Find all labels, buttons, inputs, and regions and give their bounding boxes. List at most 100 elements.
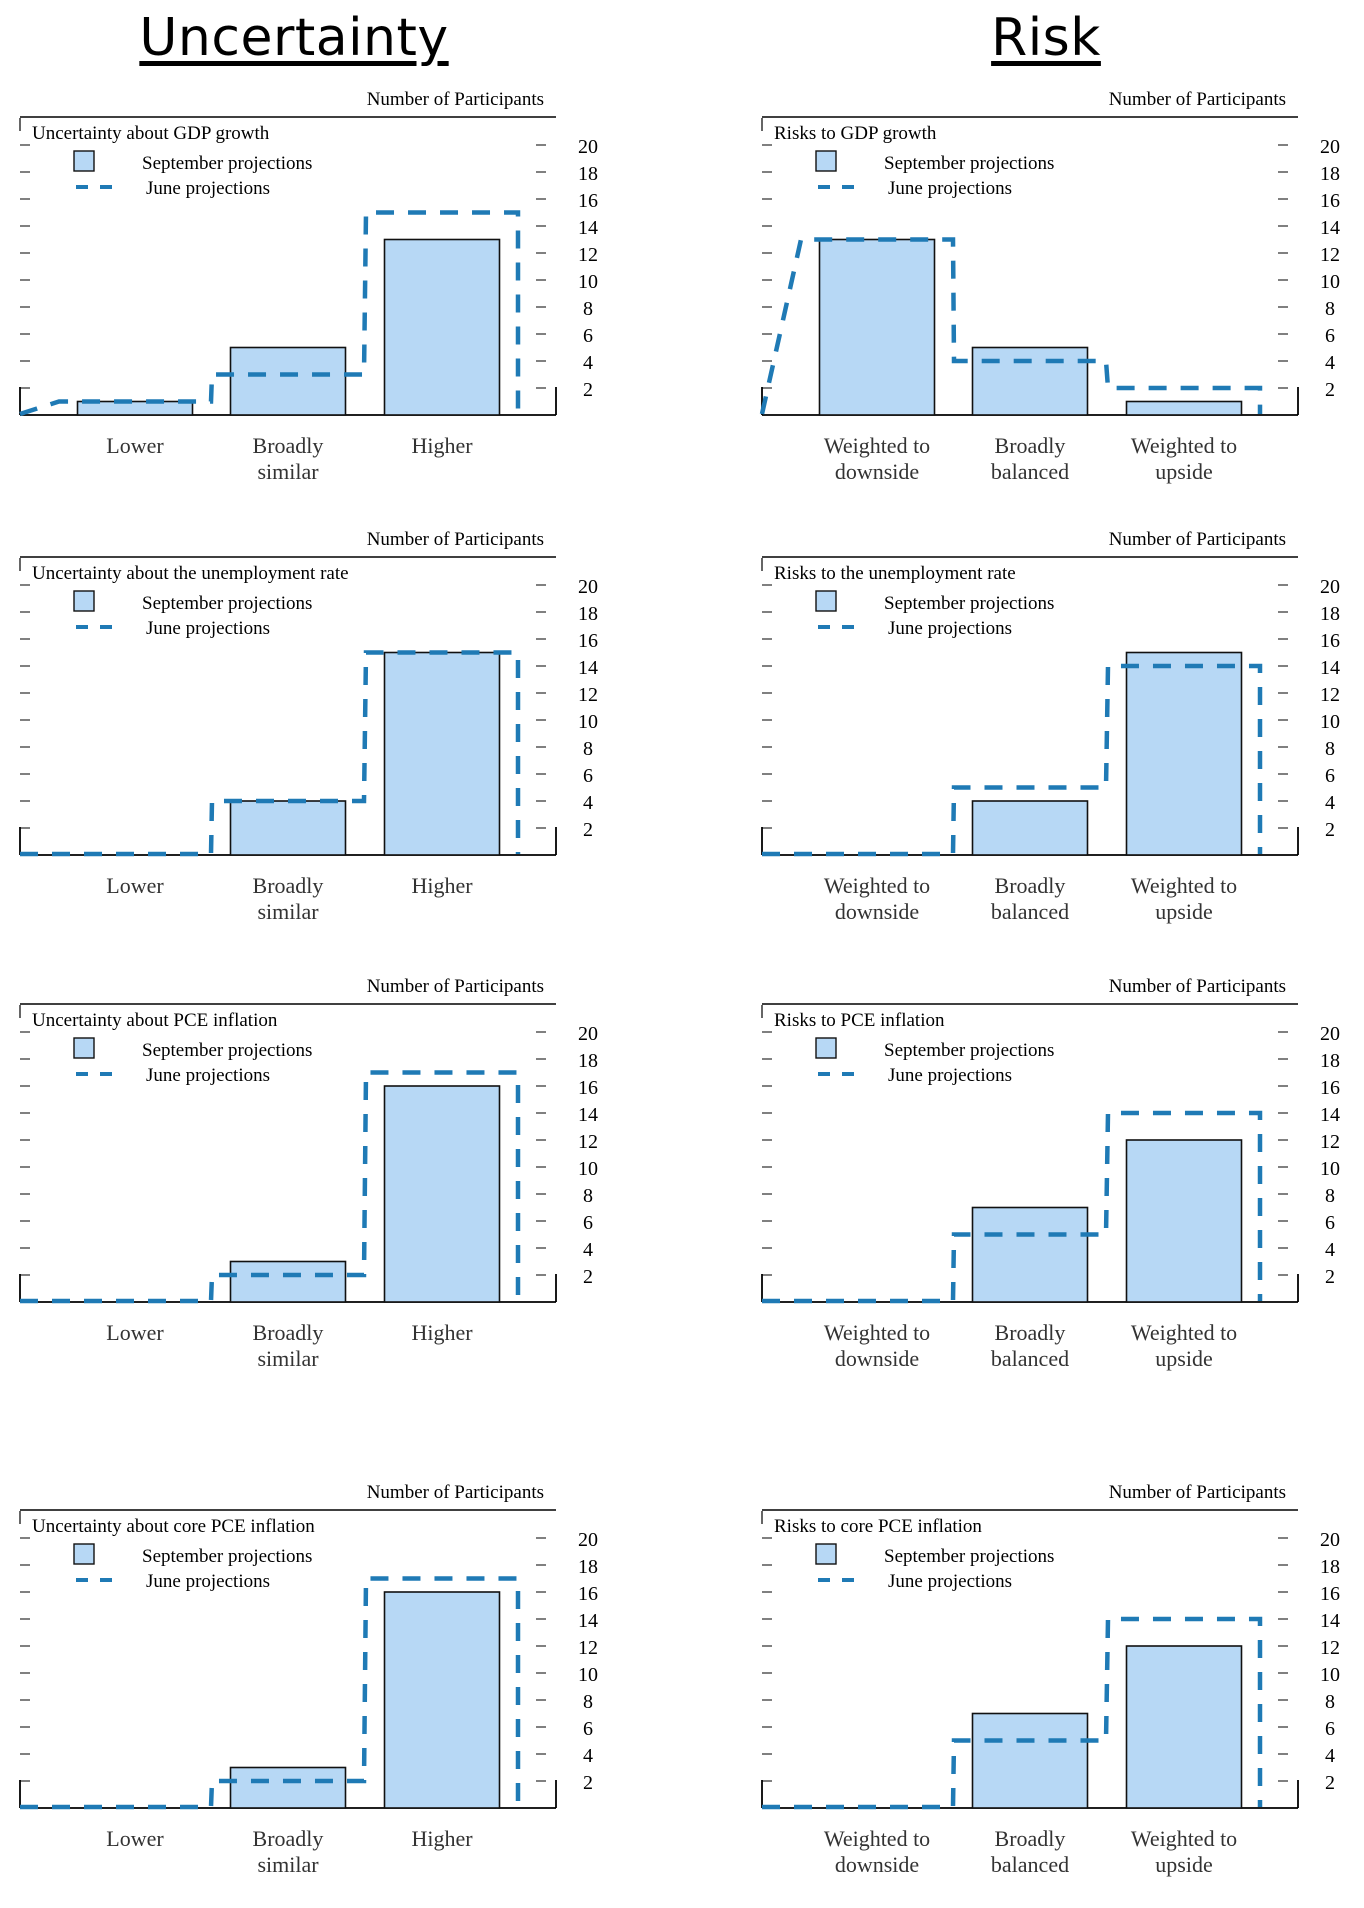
september-bar — [971, 1206, 1089, 1303]
chart-panel: Number of Participants Uncertainty about … — [19, 529, 598, 924]
legend-september-swatch — [815, 150, 837, 172]
y-tick-label: 12 — [1320, 1131, 1340, 1153]
y-tick-label: 12 — [578, 684, 598, 706]
category-label: Weighted to — [1131, 873, 1237, 898]
y-tick-label: 8 — [1325, 738, 1335, 760]
june-projection-line — [762, 1616, 1263, 1810]
legend-september-swatch — [815, 1543, 837, 1565]
category-label: Weighted to — [1131, 1320, 1237, 1345]
category-label: balanced — [991, 1852, 1069, 1877]
september-bar — [971, 346, 1089, 416]
y-tick-label: 2 — [583, 1266, 593, 1288]
y-tick-label: 20 — [1320, 576, 1340, 598]
june-projection-line — [759, 237, 1263, 415]
y-tick-label: 14 — [1320, 217, 1340, 239]
y-tick-label: 20 — [578, 136, 598, 158]
chart-title: Risks to core PCE inflation — [774, 1516, 982, 1537]
participants-label: Number of Participants — [367, 1482, 544, 1503]
y-tick-label: 20 — [578, 576, 598, 598]
y-tick-label: 16 — [1320, 190, 1340, 212]
y-tick-label: 14 — [578, 1104, 598, 1126]
september-bar — [383, 1591, 501, 1809]
category-label: Broadly — [995, 433, 1066, 458]
legend-september-swatch — [815, 590, 837, 612]
legend-september-swatch — [73, 1543, 95, 1565]
chart-panel: Number of Participants Risks to GDP growt… — [759, 89, 1340, 484]
legend-june-label: June projections — [146, 1571, 270, 1592]
y-tick-label: 14 — [1320, 1610, 1340, 1632]
y-tick-label: 16 — [1320, 1077, 1340, 1099]
legend-september-label: September projections — [142, 593, 312, 614]
participants-label: Number of Participants — [367, 529, 544, 550]
legend-september-label: September projections — [884, 593, 1054, 614]
legend-june-label: June projections — [888, 1571, 1012, 1592]
chart-panel: Number of Participants Risks to PCE infla… — [761, 976, 1340, 1371]
y-tick-label: 20 — [1320, 136, 1340, 158]
y-tick-label: 12 — [1320, 684, 1340, 706]
y-tick-label: 18 — [578, 163, 598, 185]
legend-september-label: September projections — [884, 1546, 1054, 1567]
legend-june-label: June projections — [888, 618, 1012, 639]
june-projection-line — [20, 650, 521, 857]
category-label: Lower — [106, 1320, 164, 1345]
september-bar — [76, 400, 194, 416]
y-tick-label: 14 — [1320, 657, 1340, 679]
y-tick-label: 14 — [578, 1610, 598, 1632]
legend-june-label: June projections — [888, 1065, 1012, 1086]
category-label: Broadly — [995, 1320, 1066, 1345]
category-label: Broadly — [995, 873, 1066, 898]
y-tick-label: 8 — [583, 738, 593, 760]
category-label: Weighted to — [824, 433, 930, 458]
category-label: balanced — [991, 899, 1069, 924]
chart-title: Risks to GDP growth — [774, 123, 937, 144]
june-projection-line — [762, 1110, 1263, 1304]
september-bar — [229, 1260, 347, 1303]
category-label: Higher — [411, 873, 473, 898]
chart-title: Risks to the unemployment rate — [774, 563, 1016, 584]
category-label: Lower — [106, 1826, 164, 1851]
y-tick-label: 16 — [578, 190, 598, 212]
y-tick-label: 2 — [1325, 1266, 1335, 1288]
legend-june-label: June projections — [146, 618, 270, 639]
y-tick-label: 18 — [1320, 163, 1340, 185]
legend-september-swatch — [73, 150, 95, 172]
september-bar — [383, 238, 501, 416]
june-projection-line — [20, 1070, 521, 1304]
category-label: Broadly — [253, 873, 324, 898]
y-tick-label: 12 — [1320, 244, 1340, 266]
y-tick-label: 8 — [583, 1691, 593, 1713]
y-tick-label: 20 — [578, 1529, 598, 1551]
september-bar — [229, 800, 347, 856]
category-label: downside — [835, 459, 919, 484]
category-label: similar — [257, 899, 319, 924]
category-label: upside — [1155, 459, 1212, 484]
september-bar — [1125, 400, 1243, 416]
y-tick-label: 10 — [1320, 1158, 1340, 1180]
y-tick-label: 12 — [578, 1131, 598, 1153]
chart-panel: Number of Participants Uncertainty about … — [19, 976, 598, 1371]
y-tick-label: 4 — [1325, 792, 1335, 814]
y-tick-label: 4 — [1325, 1745, 1335, 1767]
september-bar — [383, 651, 501, 856]
y-tick-label: 4 — [1325, 352, 1335, 374]
category-label: Higher — [411, 1826, 473, 1851]
june-projection-line — [20, 1576, 521, 1810]
y-tick-label: 4 — [583, 792, 593, 814]
y-tick-label: 6 — [1325, 1718, 1335, 1740]
legend-september-label: September projections — [142, 1040, 312, 1061]
y-tick-label: 2 — [1325, 1772, 1335, 1794]
september-bar — [383, 1085, 501, 1303]
chart-panel: Number of Participants Uncertainty about … — [19, 1482, 598, 1877]
category-label: Weighted to — [1131, 433, 1237, 458]
y-tick-label: 14 — [578, 657, 598, 679]
y-tick-label: 8 — [1325, 1691, 1335, 1713]
y-tick-label: 6 — [583, 1212, 593, 1234]
y-tick-label: 10 — [1320, 711, 1340, 733]
category-label: upside — [1155, 1852, 1212, 1877]
y-tick-label: 6 — [583, 765, 593, 787]
y-tick-label: 8 — [583, 1185, 593, 1207]
participants-label: Number of Participants — [1109, 976, 1286, 997]
chart-title: Uncertainty about core PCE inflation — [32, 1516, 315, 1537]
y-tick-label: 14 — [1320, 1104, 1340, 1126]
y-tick-label: 6 — [583, 325, 593, 347]
